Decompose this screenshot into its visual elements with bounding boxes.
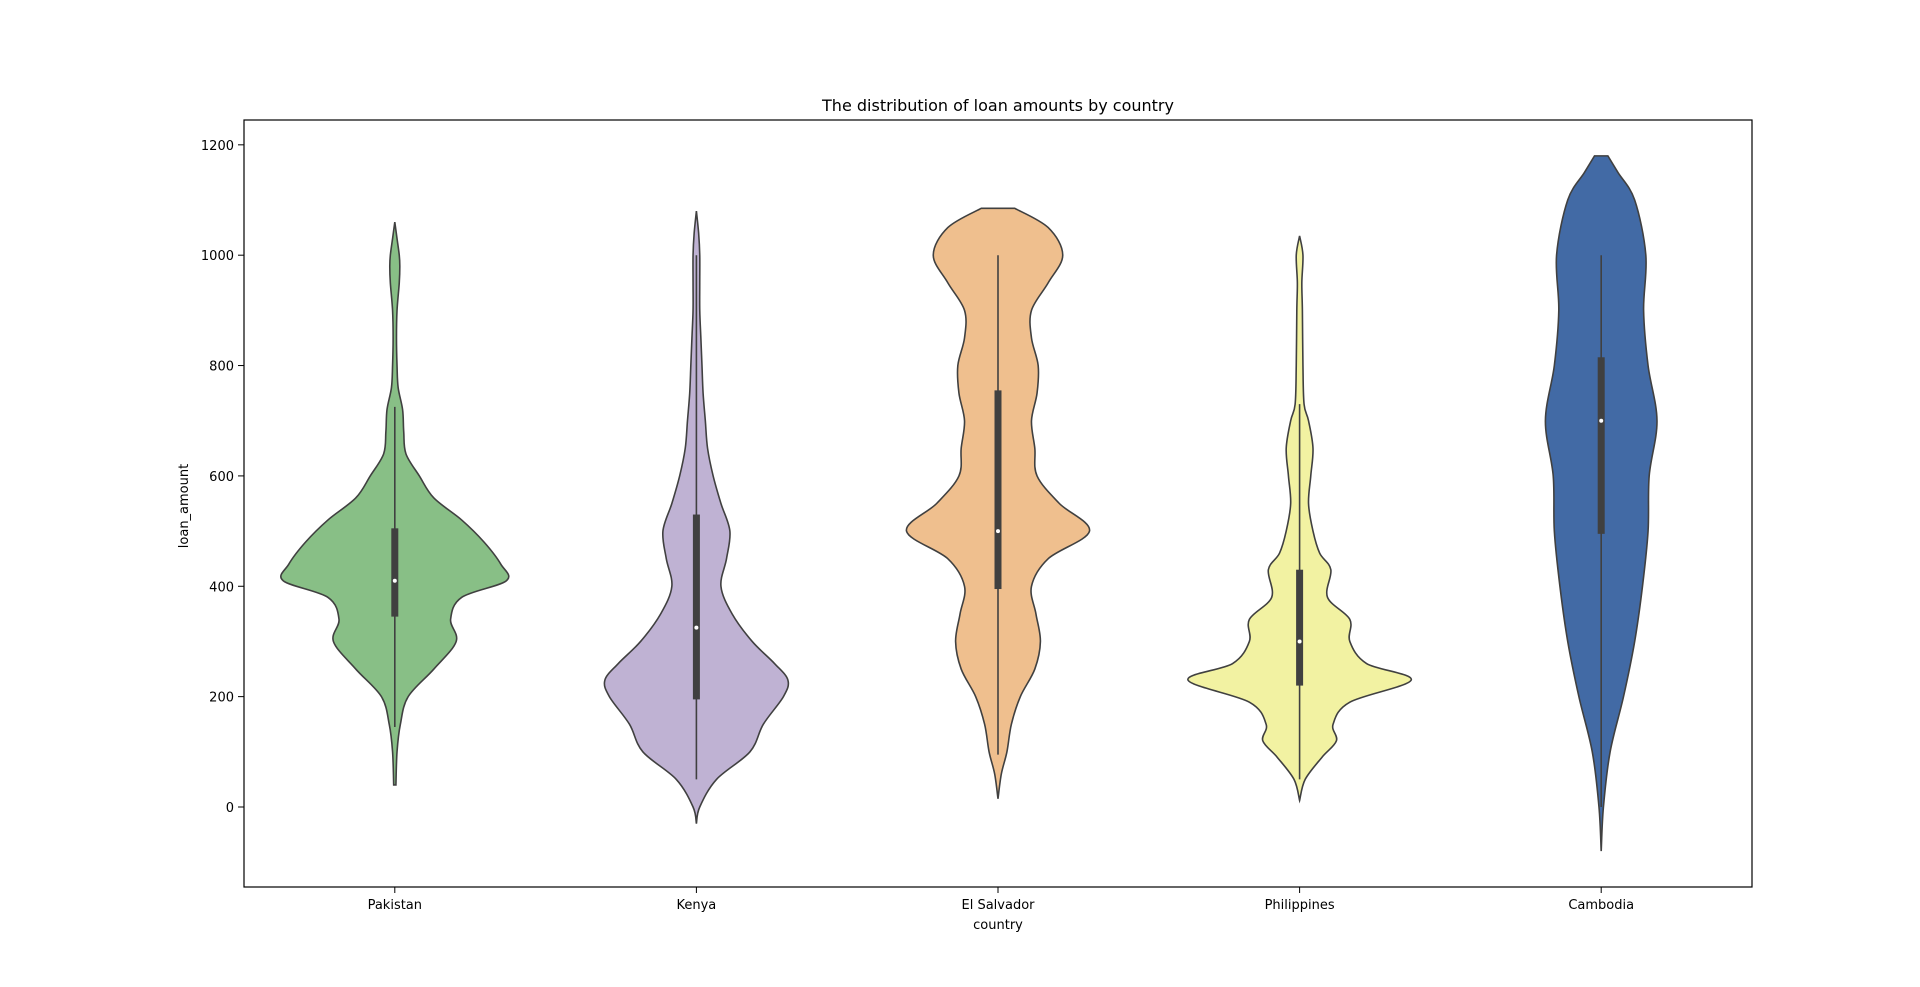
median-dot: [996, 529, 1000, 534]
violin-cambodia: [1544, 155, 1658, 852]
y-tick-label: 1000: [201, 249, 234, 264]
y-tick-label: 0: [226, 801, 234, 816]
iqr-box: [994, 390, 1002, 590]
x-tick-label: El Salvador: [962, 898, 1036, 913]
x-tick-label: Pakistan: [368, 898, 422, 913]
x-tick-label: Philippines: [1265, 898, 1335, 913]
median-dot: [694, 625, 699, 630]
iqr-box: [1296, 569, 1304, 686]
y-tick-label: 200: [209, 691, 234, 706]
y-axis-label: loan_amount: [177, 464, 192, 548]
y-tick-label: 1200: [201, 139, 234, 154]
y-tick-label: 400: [209, 580, 234, 595]
y-tick-label: 600: [209, 470, 234, 485]
median-dot: [1297, 639, 1302, 644]
iqr-box: [1597, 357, 1605, 534]
violin-pakistan: [280, 221, 510, 786]
violin-kenya: [603, 210, 790, 824]
iqr-box: [692, 514, 700, 700]
x-tick-label: Kenya: [677, 898, 717, 913]
y-axis: 0 200 400 600 800 1000 1200: [201, 139, 244, 816]
chart-title: The distribution of loan amounts by coun…: [821, 96, 1174, 115]
violin-el-salvador: [905, 207, 1091, 799]
median-dot: [392, 578, 397, 583]
median-dot: [1599, 418, 1604, 423]
iqr-box: [391, 528, 399, 617]
violin-group: [280, 155, 1658, 852]
x-axis-label: country: [973, 918, 1023, 933]
x-tick-label: Cambodia: [1568, 898, 1634, 913]
violin-philippines: [1187, 235, 1412, 804]
y-tick-label: 800: [209, 360, 234, 375]
x-axis: Pakistan Kenya El Salvador Philippines Cambo…: [368, 887, 1634, 913]
